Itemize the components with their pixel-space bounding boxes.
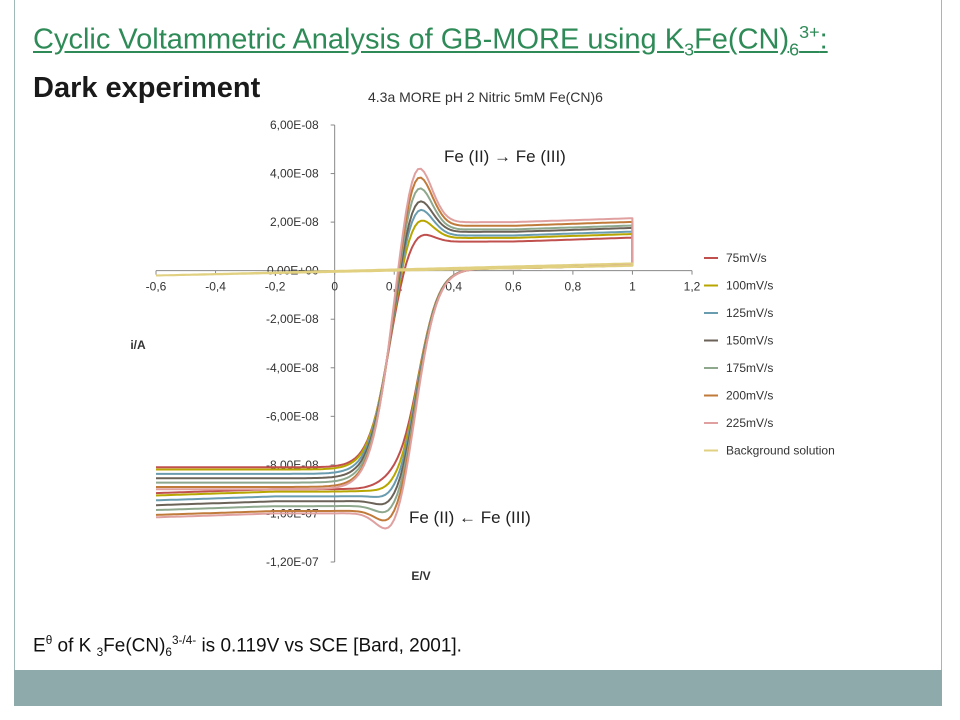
series-line-3 [155,200,634,507]
x-tick-label: 0 [331,280,338,294]
legend-entry: 150mV/s [726,334,773,348]
y-axis-label: i/A [130,338,146,352]
x-axis-label: E/V [411,569,430,583]
x-tick-label: -0,6 [146,280,167,294]
legend-entry: 175mV/s [726,361,773,375]
annotation-reduction: Fe (II) ← Fe (III) [409,508,531,527]
legend-entry: 125mV/s [726,306,773,320]
series-line-6 [155,167,634,530]
x-tick-label: -0,4 [205,280,226,294]
series-line-1 [155,219,634,497]
footer-bar [14,670,942,706]
legend-entry: 100mV/s [726,279,773,293]
legend-entry: 200mV/s [726,389,773,403]
slide-subtitle: Dark experiment [33,72,261,104]
legend-entry: Background solution [726,444,835,458]
chart-curves [155,167,634,530]
series-line-7 [155,262,634,277]
x-tick-label: 1 [629,280,636,294]
series-line-2 [155,208,634,502]
x-tick-label: -0,2 [265,280,286,294]
chart-legend: 75mV/s 100mV/s 125mV/s 150mV/s 175mV/s 200mV/… [704,251,835,458]
y-tick-label: 2,00E-08 [270,215,319,229]
x-tick-label: 0,4 [445,280,462,294]
x-tick-label: 1,2 [684,280,701,294]
y-tick-label: -2,00E-08 [266,312,319,326]
y-tick-label: 4,00E-08 [270,167,319,181]
x-tick-label: 0,8 [565,280,582,294]
slide-title: Cyclic Voltammetric Analysis of GB-MORE … [33,22,828,60]
annotation-oxidation: Fe (II) → Fe (III) [444,147,566,166]
chart-axes: -0,6 -0,4 -0,2 0 0,2 0,4 0,6 0,8 1 1,26,00E-084,0… [146,118,701,569]
legend-entry: 75mV/s [726,251,767,265]
y-tick-label: -6,00E-08 [266,409,319,423]
y-tick-label: -8,00E-08 [266,458,319,472]
y-tick-label: -4,00E-08 [266,361,319,375]
y-tick-label: 6,00E-08 [270,118,319,132]
formal-potential-note: Eθ of K 3Fe(CN)63-/4- is 0.119V vs SCE [… [33,634,462,660]
slide-frame [14,0,942,706]
y-tick-label: 0,00E+00 [267,264,319,278]
x-tick-label: 0,6 [505,280,522,294]
y-tick-label: -1,20E-07 [266,555,319,569]
legend-entry: 225mV/s [726,416,773,430]
chart-title: 4.3a MORE pH 2 Nitric 5mM Fe(CN)6 [368,89,603,105]
